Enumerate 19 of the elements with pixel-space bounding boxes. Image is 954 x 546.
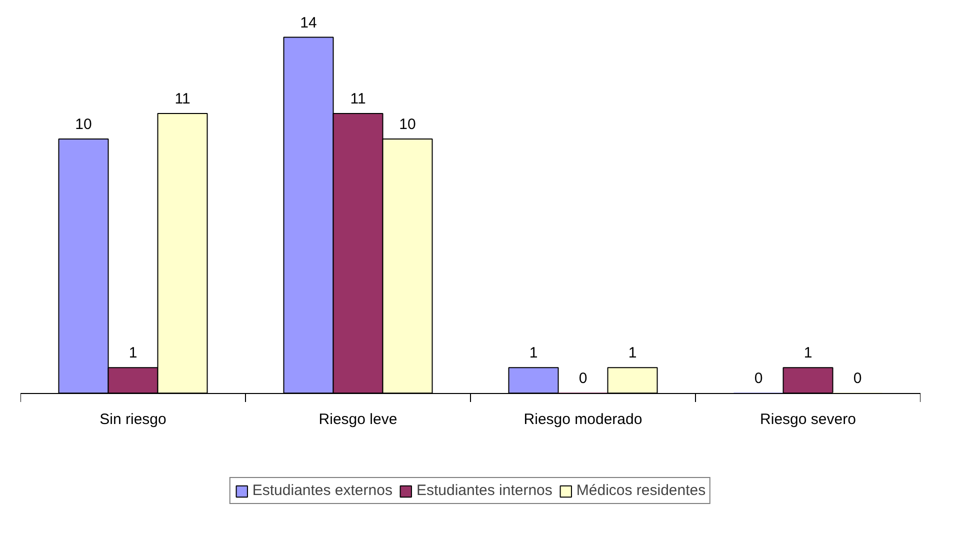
x-tick-label: Riesgo moderado bbox=[524, 411, 642, 428]
legend-label: Médicos residentes bbox=[576, 482, 706, 499]
data-label: 10 bbox=[75, 116, 92, 133]
data-label: 11 bbox=[350, 90, 366, 108]
legend-label: Estudiantes externos bbox=[252, 482, 392, 499]
data-label: 0 bbox=[754, 370, 763, 388]
x-tick-label: Sin riesgo bbox=[100, 411, 166, 428]
x-tick-label: Riesgo severo bbox=[760, 411, 856, 428]
data-label: 1 bbox=[128, 344, 138, 362]
data-label: 10 bbox=[399, 116, 416, 133]
legend-label: Estudiantes internos bbox=[416, 482, 552, 499]
data-label: 1 bbox=[529, 344, 538, 362]
x-tick-label: Riesgo leve bbox=[318, 411, 398, 428]
data-label: 11 bbox=[174, 90, 190, 108]
data-label: 0 bbox=[578, 370, 588, 388]
data-label: 0 bbox=[853, 370, 862, 388]
data-label: 1 bbox=[804, 344, 812, 362]
data-label: 14 bbox=[300, 14, 317, 32]
data-label: 1 bbox=[628, 344, 637, 362]
